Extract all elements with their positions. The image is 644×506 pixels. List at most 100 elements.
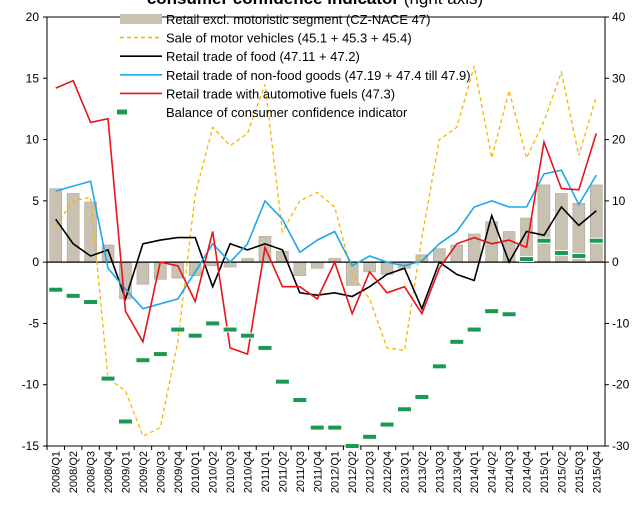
confidence-mark	[170, 326, 186, 333]
confidence-mark	[571, 253, 587, 260]
confidence-mark	[362, 433, 378, 440]
series-line	[55, 205, 597, 311]
chart-title: consumer confidence indicator (right axi…	[147, 0, 483, 8]
x-tick-label: 2013/Q1	[399, 451, 411, 493]
legend-label: Retail trade of food (47.11 + 47.2)	[166, 49, 360, 64]
confidence-mark	[414, 393, 430, 400]
x-tick-label: 2015/Q1	[539, 451, 551, 493]
y-tick-label: -15	[22, 439, 40, 453]
legend-item: Retail trade with automotive fuels (47.3…	[120, 86, 395, 101]
x-tick-label: 2008/Q4	[103, 451, 115, 493]
x-tick-label: 2011/Q4	[312, 451, 324, 492]
x-tick-label: 2010/Q2	[208, 451, 220, 493]
legend-item: Sale of motor vehicles (45.1 + 45.3 + 45…	[120, 31, 412, 46]
x-tick-label: 2010/Q4	[243, 451, 255, 493]
legend-item: Retail trade of food (47.11 + 47.2)	[120, 49, 360, 64]
confidence-mark	[309, 424, 325, 431]
y-tick-label: 5	[32, 194, 39, 208]
x-tick-label: 2010/Q1	[190, 451, 202, 493]
x-tick-label: 2009/Q1	[120, 451, 132, 493]
x-tick-label: 2013/Q3	[434, 451, 446, 493]
confidence-mark	[519, 256, 535, 263]
title: consumer confidence indicator	[147, 0, 400, 8]
x-tick-label: 2014/Q1	[469, 451, 481, 493]
confidence-mark	[240, 332, 256, 339]
x-tick-label: 2014/Q3	[504, 451, 516, 493]
confidence-mark	[292, 397, 308, 404]
confidence-mark	[83, 298, 99, 305]
confidence-mark	[152, 351, 168, 358]
bar	[66, 193, 80, 263]
bar	[450, 244, 464, 263]
x-tick-label: 2009/Q2	[138, 451, 150, 493]
series-line	[55, 65, 597, 438]
y2-tick-label: 10	[612, 194, 626, 208]
confidence-mark	[396, 406, 412, 413]
x-tick-label: 2013/Q2	[417, 451, 429, 493]
x-tick-label: 2012/Q2	[347, 451, 359, 493]
confidence-mark	[187, 332, 203, 339]
series-line	[55, 79, 598, 356]
legend-label: Retail excl. motoristic segment (CZ-NACE…	[166, 12, 430, 27]
x-tick-label: 2014/Q4	[522, 451, 534, 493]
x-tick-label: 2015/Q2	[556, 451, 568, 493]
confidence-mark	[65, 292, 81, 299]
x-tick-label: 2008/Q2	[68, 451, 80, 493]
bar	[502, 231, 516, 263]
legend-label: Retail trade of non-food goods (47.19 + …	[166, 68, 471, 83]
confidence-mark	[553, 249, 569, 256]
confidence-mark	[449, 338, 465, 345]
legend-label: Sale of motor vehicles (45.1 + 45.3 + 45…	[166, 31, 412, 46]
legend-swatch	[117, 109, 127, 115]
series-line	[55, 169, 597, 310]
y2-tick-label: -30	[612, 439, 630, 453]
x-tick-label: 2013/Q4	[452, 451, 464, 493]
y2-tick-label: 0	[612, 255, 619, 269]
legend-item: Retail excl. motoristic segment (CZ-NACE…	[120, 12, 430, 27]
confidence-mark	[222, 326, 238, 333]
confidence-mark	[588, 237, 604, 244]
x-tick-label: 2012/Q1	[330, 451, 342, 493]
confidence-mark	[344, 443, 360, 449]
y2-tick-label: 30	[612, 71, 626, 85]
bar	[311, 261, 324, 269]
bar	[537, 184, 551, 263]
legend-label: Retail trade with automotive fuels (47.3…	[166, 86, 395, 101]
y2-tick-label: 40	[612, 10, 626, 24]
x-tick-label: 2009/Q4	[173, 451, 185, 493]
legend-item: Balance of consumer confidence indicator	[117, 105, 408, 120]
y-tick-label: -10	[22, 378, 40, 392]
y2-tick-label: 20	[612, 133, 626, 147]
y-tick-label: -5	[28, 316, 39, 330]
confidence-mark	[536, 237, 552, 244]
y-tick-label: 20	[26, 10, 40, 24]
y-tick-label: 0	[32, 255, 39, 269]
bar	[590, 184, 603, 263]
x-tick-label: 2012/Q4	[382, 451, 394, 493]
x-tick-label: 2011/Q2	[277, 451, 289, 492]
x-tick-label: 2011/Q3	[295, 451, 307, 492]
confidence-mark	[117, 418, 133, 425]
y2-tick-label: -20	[612, 378, 630, 392]
confidence-mark	[205, 320, 221, 327]
confidence-mark	[100, 375, 116, 382]
legend-item: Retail trade of non-food goods (47.19 + …	[120, 68, 471, 83]
y2-tick-label: -10	[612, 316, 630, 330]
confidence-mark	[484, 308, 500, 315]
x-tick-label: 2011/Q1	[260, 451, 272, 492]
x-tick-label: 2008/Q1	[51, 451, 63, 493]
bar	[363, 261, 376, 273]
x-tick-label: 2008/Q3	[86, 451, 98, 493]
bar	[136, 261, 150, 285]
bar	[293, 261, 307, 276]
confidence-mark	[431, 363, 447, 370]
confidence-mark	[379, 421, 395, 428]
x-tick-label: 2014/Q2	[487, 451, 499, 493]
confidence-mark	[327, 424, 343, 431]
confidence-mark	[466, 326, 482, 333]
confidence-mark	[257, 344, 273, 351]
y-tick-label: 10	[26, 133, 40, 147]
confidence-mark	[48, 286, 64, 293]
legend-swatch	[120, 14, 162, 24]
x-tick-label: 2009/Q3	[155, 451, 167, 493]
